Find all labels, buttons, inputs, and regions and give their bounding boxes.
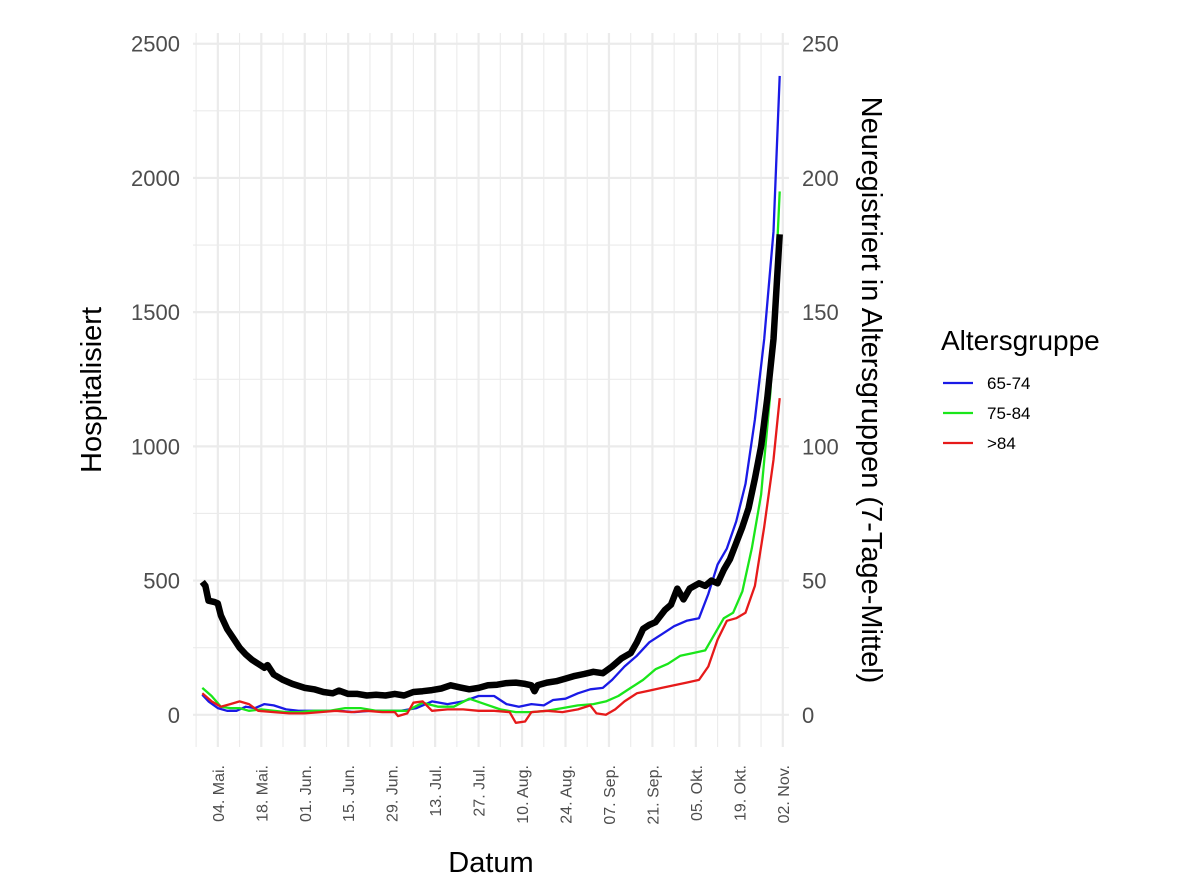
x-tick-label: 13. Jul. xyxy=(428,765,445,817)
x-tick-label: 01. Jun. xyxy=(298,765,315,822)
legend-title: Altersgruppe xyxy=(941,325,1100,356)
hospitalized-line xyxy=(199,234,783,699)
y-tick-left-label: 1000 xyxy=(131,434,180,459)
series-line-3 xyxy=(201,397,781,724)
series-line-2 xyxy=(201,191,781,714)
x-tick-label: 05. Okt. xyxy=(689,765,706,821)
x-tick-label: 19. Okt. xyxy=(732,765,749,821)
legend: Altersgruppe 65-74 75-84 >84 xyxy=(941,325,1100,453)
x-tick-label: 29. Jun. xyxy=(385,765,402,822)
x-tick-label: 18. Mai. xyxy=(254,765,271,822)
y-tick-left-label: 2000 xyxy=(131,166,180,191)
legend-label-1: 65-74 xyxy=(987,374,1030,393)
x-tick-label: 07. Sep. xyxy=(602,765,619,825)
y-tick-left-label: 2500 xyxy=(131,32,180,57)
y-tick-right-label: 150 xyxy=(802,300,839,325)
y-tick-right-label: 0 xyxy=(802,703,814,728)
y-axis-left-title: Hospitalisiert xyxy=(76,307,108,473)
y-tick-right-label: 250 xyxy=(802,32,839,57)
y-tick-right-label: 50 xyxy=(802,569,826,594)
x-tick-label: 10. Aug. xyxy=(515,765,532,824)
x-tick-label: 27. Jul. xyxy=(472,765,489,817)
x-tick-label: 04. Mai. xyxy=(211,765,228,822)
x-axis-ticks: 04. Mai. 18. Mai. 01. Jun. 15. Jun. 29. Jun.… xyxy=(211,765,793,825)
grid-major xyxy=(193,33,789,747)
legend-label-2: 75-84 xyxy=(987,404,1030,423)
x-axis-title: Datum xyxy=(448,847,533,879)
x-tick-label: 21. Sep. xyxy=(645,765,662,825)
x-tick-label: 02. Nov. xyxy=(776,765,793,823)
legend-items: 65-74 75-84 >84 xyxy=(943,374,1030,453)
y-axis-right-ticks: 0 50 100 150 200 250 xyxy=(802,32,839,728)
grid-minor xyxy=(193,33,789,747)
series-layer xyxy=(199,75,783,724)
y-tick-left-label: 500 xyxy=(143,569,180,594)
legend-label-3: >84 xyxy=(987,434,1016,453)
y-tick-left-label: 0 xyxy=(168,703,180,728)
y-tick-left-label: 1500 xyxy=(131,300,180,325)
x-tick-label: 15. Jun. xyxy=(341,765,358,822)
y-axis-left-ticks: 0 500 1000 1500 2000 2500 xyxy=(131,32,180,728)
y-tick-right-label: 200 xyxy=(802,166,839,191)
x-tick-label: 24. Aug. xyxy=(559,765,576,824)
y-tick-right-label: 100 xyxy=(802,434,839,459)
y-axis-right-title: Neuregistriert in Altersgruppen (7-Tage-… xyxy=(855,97,887,684)
series-line-1 xyxy=(201,75,781,714)
